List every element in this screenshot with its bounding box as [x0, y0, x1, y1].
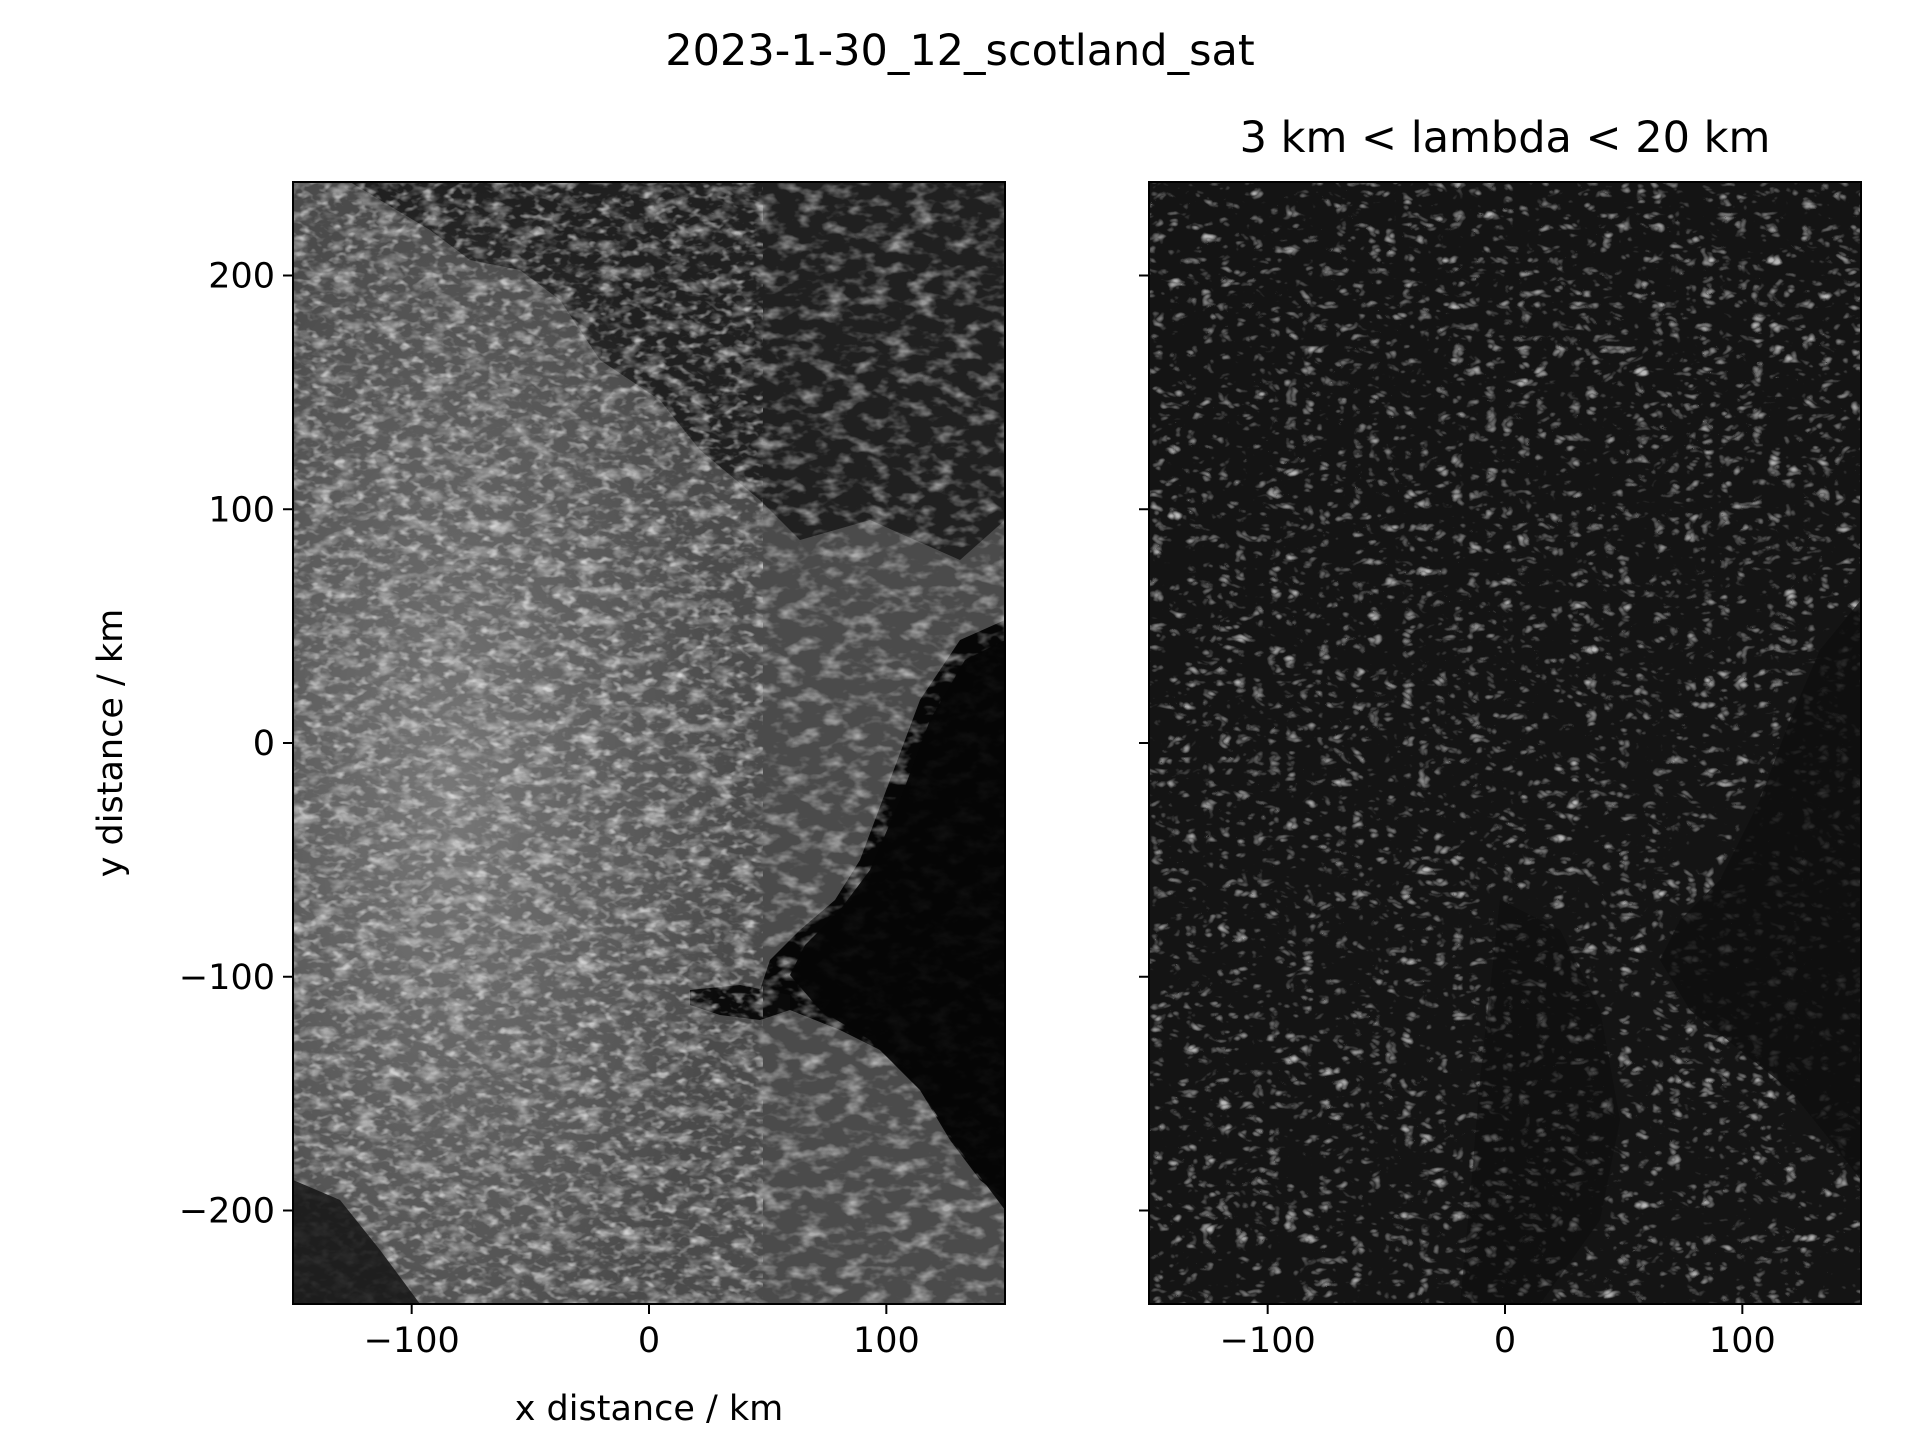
- satellite-y-axis-label: y distance / km: [91, 609, 131, 878]
- cloud-texture-fine: [293, 182, 763, 1304]
- sea-overlay: [790, 640, 1005, 1210]
- filtered-calm-east: [1660, 600, 1861, 1180]
- satellite-x-tick-label: −100: [364, 1321, 460, 1361]
- satellite-x-tick-label: 0: [638, 1321, 660, 1361]
- filtered-x-ticks: −100 0 100: [1220, 1304, 1776, 1361]
- satellite-x-tick-label: 100: [853, 1321, 920, 1361]
- filtered-panel: 3 km < lambda < 20 km −100 0 100: [1139, 113, 1862, 1361]
- figure-title: 2023-1-30_12_scotland_sat: [665, 26, 1254, 76]
- filtered-y-ticks: [1139, 274, 1149, 1212]
- filtered-texture: [1149, 182, 1861, 1304]
- satellite-y-tick-label: 200: [208, 257, 275, 297]
- filtered-x-tick-label: 100: [1709, 1321, 1776, 1361]
- satellite-panel: −100 0 100 200 100 0 −100 −200 x distance / km…: [91, 181, 1006, 1429]
- filtered-x-tick-label: −100: [1220, 1321, 1316, 1361]
- satellite-y-tick-label: 0: [253, 724, 275, 764]
- satellite-x-axis-label: x distance / km: [515, 1389, 784, 1429]
- satellite-x-ticks: −100 0 100: [364, 1304, 920, 1361]
- filtered-panel-title: 3 km < lambda < 20 km: [1240, 113, 1771, 163]
- satellite-y-tick-label: −200: [179, 1192, 275, 1232]
- satellite-y-ticks: 200 100 0 −100 −200: [179, 257, 293, 1232]
- satellite-image: [293, 182, 1005, 1304]
- satellite-y-tick-label: −100: [179, 958, 275, 998]
- filtered-x-tick-label: 0: [1494, 1321, 1516, 1361]
- filtered-image: [1149, 182, 1861, 1304]
- filtered-calm-south: [1460, 900, 1620, 1304]
- satellite-y-tick-label: 100: [208, 490, 275, 530]
- southwest-dark-patch: [293, 1180, 420, 1304]
